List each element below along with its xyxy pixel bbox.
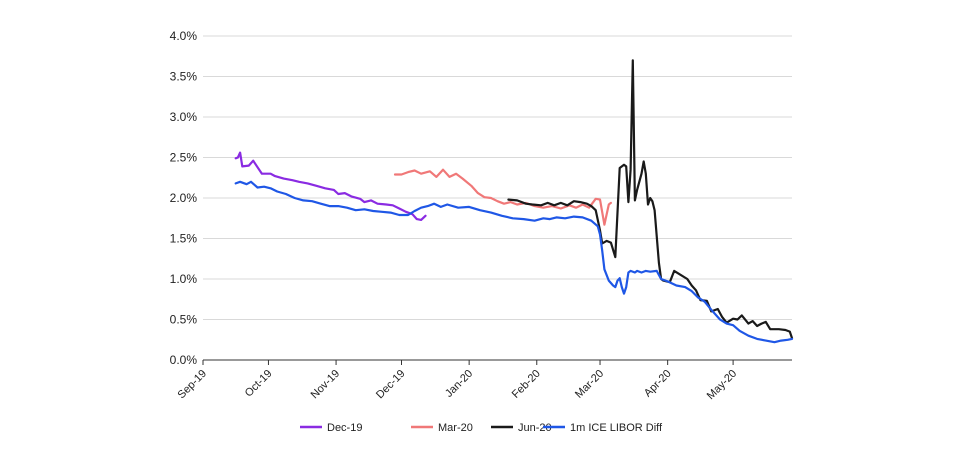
x-tick-label: Dec-19 xyxy=(374,368,408,402)
y-tick-label: 0.5% xyxy=(170,313,198,327)
y-tick-label: 3.5% xyxy=(170,70,198,84)
series-line-1m-ice-libor-diff xyxy=(234,180,794,344)
series-line-dec-19 xyxy=(234,151,427,221)
series-lines xyxy=(234,59,794,344)
legend-label: Mar-20 xyxy=(438,422,473,434)
x-axis: Sep-19 Oct-19 Nov-19 Dec-19 Jan-20 Feb-20 Mar-… xyxy=(176,359,792,402)
x-tick-label: Oct-19 xyxy=(243,368,275,400)
y-tick-label: 0.0% xyxy=(170,353,198,367)
y-axis: 0.0% 0.5% 1.0% 1.5% 2.0% 2.5% 3.0% 3.5% 4.0% xyxy=(170,29,198,367)
y-tick-label: 3.0% xyxy=(170,110,198,124)
legend-label: Jun-20 xyxy=(518,422,552,434)
x-tick-label: Nov-19 xyxy=(309,368,343,402)
series-line-jun-20 xyxy=(507,59,794,340)
x-tick-label: May-20 xyxy=(705,368,739,402)
y-tick-label: 2.0% xyxy=(170,191,198,205)
x-tick-label: Feb-20 xyxy=(510,368,543,401)
series-line-mar-20 xyxy=(393,168,613,226)
x-tick-label: Apr-20 xyxy=(642,368,674,400)
x-tick-label: Mar-20 xyxy=(573,368,606,401)
x-tick-label: Sep-19 xyxy=(176,368,210,402)
y-tick-label: 4.0% xyxy=(170,29,198,43)
y-tick-label: 1.5% xyxy=(170,232,198,246)
gridlines xyxy=(203,35,792,320)
legend-label: Dec-19 xyxy=(327,422,362,434)
x-tick-label: Jan-20 xyxy=(443,368,475,400)
legend-label: 1m ICE LIBOR Diff xyxy=(570,422,663,434)
y-tick-label: 2.5% xyxy=(170,151,198,165)
legend: Dec-19 Mar-20 Jun-20 1m ICE LIBOR Diff xyxy=(300,422,663,434)
y-tick-label: 1.0% xyxy=(170,272,198,286)
